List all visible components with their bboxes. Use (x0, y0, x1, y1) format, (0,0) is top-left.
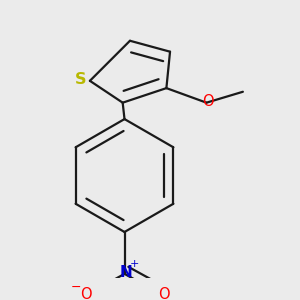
Text: S: S (75, 71, 86, 86)
Text: O: O (158, 287, 170, 300)
Text: N: N (120, 265, 133, 280)
Text: O: O (80, 287, 92, 300)
Text: +: + (130, 260, 140, 269)
Text: O: O (202, 94, 214, 110)
Text: −: − (71, 281, 82, 294)
